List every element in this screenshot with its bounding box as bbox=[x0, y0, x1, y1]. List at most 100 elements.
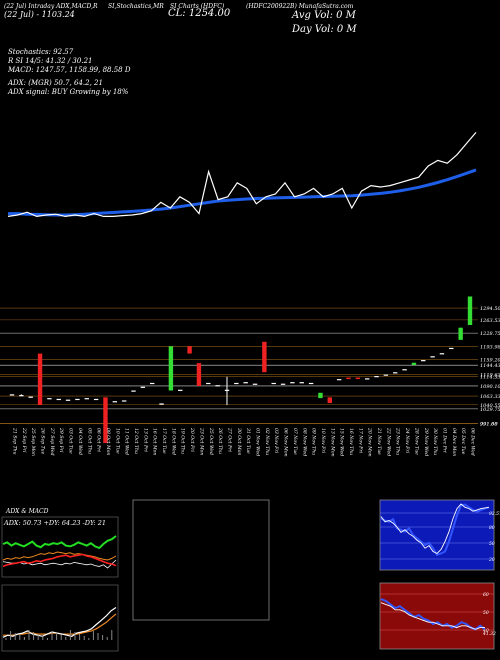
rsi-axis-label: 41.32 bbox=[482, 631, 496, 637]
candle bbox=[159, 403, 164, 405]
price-axis-label: 1228.75 bbox=[480, 331, 500, 337]
date-label: 10 Oct Tue bbox=[114, 428, 120, 454]
rsi-axis-label: 40 bbox=[482, 628, 489, 634]
header-line1-left: (22 Jul) Intraday ADX,MACD,R bbox=[4, 3, 98, 10]
date-label: 18 Oct Wed bbox=[170, 428, 176, 455]
candle bbox=[168, 346, 174, 391]
date-label: 19 Oct Thu bbox=[180, 428, 186, 454]
candle bbox=[196, 363, 202, 386]
price-axis-label: 991.00 bbox=[480, 422, 498, 428]
indicator-series-line bbox=[2, 553, 117, 568]
moving-average-line bbox=[8, 168, 477, 217]
date-label: 12 Oct Thu bbox=[133, 428, 139, 454]
date-label: 30 Oct Mon bbox=[236, 428, 242, 455]
header-prev-label: (22 Jul) - 1103.24 bbox=[4, 10, 75, 19]
candle bbox=[449, 347, 454, 350]
indicator-series-line bbox=[380, 598, 486, 631]
price-axis-label: 1263.53 bbox=[480, 318, 500, 324]
intraday-panel-title: Intra Day Trading Price & MR SI bbox=[140, 508, 241, 515]
date-label: 04 Dec Mon bbox=[451, 428, 457, 456]
date-label: 03 Oct Tue bbox=[68, 428, 74, 454]
candle bbox=[93, 398, 99, 401]
candle bbox=[150, 382, 155, 385]
date-label: 29 Nov Wed bbox=[423, 427, 429, 456]
candle bbox=[28, 396, 33, 398]
stoch-axis-label: 50 bbox=[489, 541, 495, 547]
header-avg-vol: Avg Vol: 0 M bbox=[292, 10, 356, 21]
date-label: 20 Nov Mon bbox=[367, 427, 373, 457]
date-label: 31 Oct Tue bbox=[245, 428, 251, 454]
candle bbox=[439, 353, 445, 355]
date-label: 30 Nov Thu bbox=[432, 428, 438, 455]
rsi-axis-label: 50 bbox=[483, 610, 489, 616]
date-label: 16 Oct Mon bbox=[152, 428, 158, 455]
date-label: 06 Nov Mon bbox=[283, 428, 289, 457]
date-label: 15 Nov Wed bbox=[339, 428, 345, 456]
candle bbox=[383, 374, 389, 376]
date-label: 13 Oct Fri bbox=[142, 428, 148, 452]
candle bbox=[308, 382, 314, 385]
candle bbox=[215, 385, 220, 387]
date-label: 28 Nov Tue bbox=[413, 427, 419, 455]
candle bbox=[402, 369, 407, 371]
stoch-panel-title: Stochastics & R SI bbox=[382, 508, 439, 515]
panel-frame bbox=[1, 584, 119, 652]
date-label: 06 Dec Wed bbox=[470, 428, 476, 456]
date-label: 25 Oct Wed bbox=[208, 427, 214, 455]
candle bbox=[252, 383, 258, 385]
stoch-axis-label: 80 bbox=[489, 525, 495, 531]
candle bbox=[421, 360, 426, 362]
price-axis-label: 1063.33 bbox=[480, 394, 500, 400]
candle bbox=[393, 372, 398, 374]
stoch-axis-label: 20 bbox=[488, 557, 495, 563]
date-label: 05 Dec Tue bbox=[460, 428, 466, 455]
price-axis-label: 1294.50 bbox=[480, 306, 500, 312]
date-label: 29 Sep Fri bbox=[58, 427, 64, 453]
date-label: 21 Sep Thu bbox=[12, 427, 18, 455]
candle bbox=[47, 398, 52, 400]
date-label: 08 Nov Wed bbox=[301, 428, 307, 456]
adx-readout: ADX: 50.73 +DY: 64.23 -DY: 21 bbox=[3, 519, 106, 527]
date-label: 23 Nov Thu bbox=[395, 427, 401, 455]
date-label: 22 Nov Wed bbox=[385, 427, 391, 456]
adx-panel-title: ADX & MACD bbox=[6, 508, 49, 515]
price-axis-label: 1159.20 bbox=[480, 358, 500, 364]
header-line1-name: SI Charts (HDFC) bbox=[170, 3, 225, 10]
indicator-series-line bbox=[2, 606, 117, 638]
date-label: 09 Oct Mon bbox=[105, 428, 111, 455]
rsi-axis-label: 60 bbox=[483, 592, 489, 598]
candle bbox=[364, 378, 370, 380]
price-axis-label: 1029.75 bbox=[480, 407, 500, 413]
indicator-rsi: R SI 14/5: 41.32 / 30.21 bbox=[8, 57, 93, 65]
date-label: 16 Nov Thu bbox=[348, 428, 354, 455]
indicator-adx-signal: ADX signal: BUY Growing by 18% bbox=[8, 88, 129, 96]
date-label: 06 Oct Fri bbox=[96, 428, 102, 452]
indicator-adx: ADX: (MGR) 50.7, 64.2, 21 bbox=[8, 79, 103, 87]
price-axis-label: 991.88 bbox=[480, 421, 498, 427]
candle bbox=[327, 397, 332, 404]
candle bbox=[84, 398, 89, 400]
candle bbox=[75, 398, 80, 401]
candle bbox=[299, 382, 304, 384]
date-label: 05 Oct Thu bbox=[86, 428, 92, 454]
price-axis-label: 1114.53 bbox=[480, 375, 500, 381]
candle bbox=[112, 401, 118, 403]
date-label: 27 Sep Wed bbox=[49, 427, 55, 456]
header-line1-mid: SI,Stochastics,MR bbox=[108, 3, 164, 10]
date-label: 01 Nov Wed bbox=[255, 428, 261, 456]
candle bbox=[355, 377, 361, 380]
candle bbox=[56, 398, 61, 401]
stoch-axis-label: 92.57 bbox=[489, 511, 500, 517]
panel-frame bbox=[379, 582, 495, 650]
indicator-series-line bbox=[380, 602, 485, 630]
candle bbox=[262, 341, 267, 373]
candle bbox=[234, 382, 239, 385]
candle bbox=[346, 377, 351, 380]
candle bbox=[430, 356, 435, 358]
date-label: 11 Oct Wed bbox=[124, 428, 130, 455]
candle bbox=[318, 392, 323, 399]
price-axis-label: 1193.98 bbox=[480, 344, 500, 350]
price-overlay-line bbox=[7, 132, 477, 218]
date-label: 01 Dec Fri bbox=[441, 428, 447, 453]
candle bbox=[243, 382, 248, 384]
